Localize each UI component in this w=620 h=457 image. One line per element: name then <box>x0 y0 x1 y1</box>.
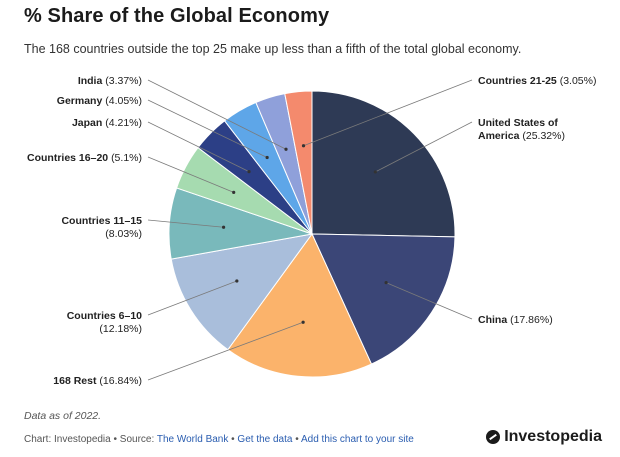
leader-line-india <box>147 79 287 150</box>
slice-label-countries-21-25: Countries 21-25 (3.05%) <box>478 75 596 87</box>
leader-dot-countries-16-20 <box>232 190 236 195</box>
brand-name: Investopedia <box>504 428 602 445</box>
leader-line-countries-21-25 <box>303 79 473 147</box>
leader-line-countries-16-20 <box>147 156 234 193</box>
leader-line-china <box>385 282 473 320</box>
leader-line-japan <box>147 121 250 172</box>
data-date-note: Data as of 2022. <box>24 410 102 422</box>
separator: • <box>228 434 238 445</box>
leader-line-168-rest <box>147 321 304 381</box>
leader-dot-united-states-of-america <box>373 170 377 174</box>
slice-label-countries-11-15: Countries 11–15 (8.03%) <box>61 215 142 240</box>
pie-slice-countries-6-10[interactable] <box>170 233 314 351</box>
leader-dot-germany <box>265 155 269 160</box>
chart-title: % Share of the Global Economy <box>24 5 330 27</box>
leader-dot-countries-6-10 <box>235 279 239 283</box>
leader-dot-japan <box>247 169 251 174</box>
chart-credit: Chart: Investopedia <box>24 434 111 445</box>
slice-label-japan: Japan (4.21%) <box>72 117 142 129</box>
separator: • <box>110 434 120 445</box>
leader-dot-countries-21-25 <box>301 144 306 148</box>
logo-icon <box>486 430 501 444</box>
pie-slice-united-states-of-america[interactable] <box>311 90 456 238</box>
leader-line-united-states-of-america <box>375 121 473 173</box>
leader-line-countries-11-15 <box>147 219 224 228</box>
slice-label-china: China (17.86%) <box>478 314 553 326</box>
leader-dot-india <box>284 147 288 151</box>
separator: • <box>292 434 301 445</box>
add-chart-link[interactable]: Add this chart to your site <box>300 434 414 445</box>
pie-slice-countries-21-25[interactable] <box>284 90 313 235</box>
get-data-link[interactable]: Get the data <box>237 434 293 445</box>
slice-label-india: India (3.37%) <box>78 75 142 87</box>
leader-dot-countries-11-15 <box>221 225 226 229</box>
leader-line-germany <box>147 99 268 158</box>
slice-label-germany: Germany (4.05%) <box>57 95 142 107</box>
pie-slice-168-rest[interactable] <box>227 233 373 378</box>
source-link[interactable]: The World Bank <box>156 434 229 445</box>
source-line: Chart: Investopedia • Source: The World … <box>24 434 414 445</box>
slice-label-united-states-of-america: United States of America (25.32%) <box>478 117 565 142</box>
source-prefix: Source: <box>119 434 157 445</box>
brand-logo[interactable]: Investopedia <box>486 428 602 446</box>
leader-dot-168-rest <box>301 320 305 324</box>
chart-subtitle: The 168 countries outside the top 25 mak… <box>24 42 522 56</box>
slice-label-countries-16-20: Countries 16–20 (5.1%) <box>27 152 142 164</box>
pie-slice-china[interactable] <box>311 233 456 365</box>
slice-label-countries-6-10: Countries 6–10 (12.18%) <box>67 310 142 335</box>
slice-label-168-rest: 168 Rest (16.84%) <box>53 375 142 387</box>
leader-dot-china <box>384 281 388 285</box>
leader-line-countries-6-10 <box>147 280 237 316</box>
